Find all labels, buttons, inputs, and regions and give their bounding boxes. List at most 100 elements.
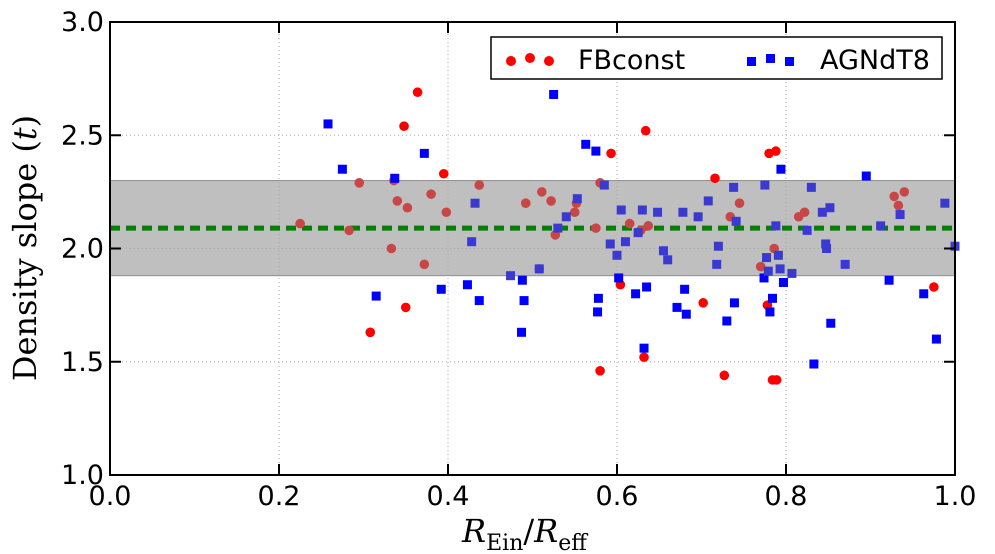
point-agndt8	[759, 273, 769, 283]
point-agndt8	[612, 250, 622, 260]
point-agndt8	[787, 268, 797, 278]
point-agndt8	[729, 182, 739, 192]
point-agndt8	[940, 198, 950, 208]
point-agndt8	[419, 148, 429, 158]
point-agndt8	[806, 182, 816, 192]
point-fbconst	[929, 282, 939, 292]
point-agndt8	[861, 171, 871, 181]
point-fbconst	[426, 189, 436, 199]
point-agndt8	[599, 180, 609, 190]
point-fbconst	[771, 375, 782, 385]
point-agndt8	[572, 194, 582, 204]
x-tick-label: 0.4	[427, 481, 470, 512]
point-agndt8	[561, 212, 571, 222]
y-tick-label: 2.0	[61, 234, 104, 265]
point-agndt8	[731, 216, 741, 226]
point-agndt8	[371, 291, 381, 301]
point-agndt8	[467, 237, 477, 247]
point-fbconst	[295, 218, 305, 229]
point-agndt8	[390, 173, 400, 183]
point-agndt8	[581, 139, 591, 149]
point-agndt8	[506, 271, 516, 281]
legend-agndt8-marker	[747, 57, 756, 66]
point-agndt8	[840, 259, 850, 269]
point-fbconst	[643, 221, 654, 231]
point-fbconst	[412, 87, 423, 98]
point-agndt8	[822, 244, 832, 253]
y-axis-title-var: t	[6, 127, 44, 140]
point-agndt8	[722, 316, 732, 326]
point-agndt8	[517, 275, 527, 285]
point-fbconst	[441, 207, 452, 218]
x-tick-label: 0.2	[258, 481, 301, 512]
point-fbconst	[639, 352, 649, 363]
point-agndt8	[919, 289, 929, 299]
tick-labels: 0.0 0.2 0.4 0.6 0.8 1.0 1.0 1.5 2.0 2.5 3.0	[61, 7, 976, 512]
point-agndt8	[712, 259, 722, 269]
point-agndt8	[680, 284, 690, 294]
x-tick-label: 0.8	[765, 481, 808, 512]
y-axis-title: Density slope (t)	[6, 115, 44, 381]
point-fbconst	[889, 191, 899, 202]
point-fbconst	[344, 225, 354, 236]
point-fbconst	[419, 259, 430, 270]
point-agndt8	[653, 207, 663, 217]
legend-fbconst-marker	[506, 56, 516, 66]
point-fbconst	[606, 148, 616, 159]
point-agndt8	[693, 212, 703, 222]
point-fbconst	[640, 125, 651, 136]
point-fbconst	[591, 223, 601, 233]
point-agndt8	[517, 327, 527, 337]
point-agndt8	[436, 284, 446, 294]
point-fbconst	[719, 370, 730, 381]
point-agndt8	[519, 296, 529, 306]
point-agndt8	[773, 250, 783, 260]
point-agndt8	[553, 223, 563, 233]
point-agndt8	[614, 273, 624, 283]
point-agndt8	[591, 146, 601, 156]
point-fbconst	[474, 180, 485, 190]
point-agndt8	[633, 228, 643, 238]
point-agndt8	[729, 298, 739, 308]
point-agndt8	[337, 164, 347, 174]
point-agndt8	[678, 207, 688, 217]
point-agndt8	[639, 343, 649, 353]
point-agndt8	[809, 359, 819, 369]
x-axis-title-sub1: Ein	[486, 531, 523, 554]
point-agndt8	[631, 289, 641, 299]
point-agndt8	[775, 264, 785, 274]
point-agndt8	[876, 221, 886, 231]
point-fbconst	[569, 207, 580, 218]
point-agndt8	[658, 246, 668, 256]
point-agndt8	[549, 89, 559, 99]
point-agndt8	[762, 253, 772, 263]
point-agndt8	[642, 282, 652, 292]
point-agndt8	[895, 210, 905, 220]
x-tick-label: 0.0	[89, 481, 132, 512]
point-fbconst	[546, 196, 556, 206]
y-tick-label: 2.5	[61, 120, 104, 151]
x-axis-title-sub2: eff	[558, 531, 588, 554]
y-tick-label: 1.5	[61, 347, 104, 378]
legend-fbconst-marker	[544, 56, 554, 66]
point-fbconst	[536, 187, 547, 197]
point-agndt8	[776, 164, 786, 174]
point-agndt8	[760, 180, 770, 190]
point-agndt8	[703, 196, 713, 206]
point-agndt8	[593, 293, 603, 303]
point-fbconst	[899, 187, 910, 197]
point-agndt8	[534, 264, 544, 274]
point-fbconst	[734, 198, 745, 208]
point-fbconst	[698, 298, 708, 308]
point-fbconst	[624, 218, 635, 229]
point-fbconst	[402, 202, 413, 213]
point-fbconst	[399, 121, 409, 131]
point-agndt8	[713, 241, 723, 251]
legend-label-agndt8: AGNdT8	[820, 45, 930, 76]
point-fbconst	[595, 366, 605, 376]
point-fbconst	[400, 302, 411, 313]
point-agndt8	[672, 302, 682, 312]
point-agndt8	[767, 293, 777, 303]
point-agndt8	[605, 239, 615, 249]
